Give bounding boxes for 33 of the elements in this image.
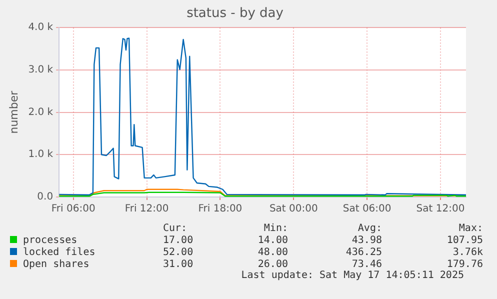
text: 436.25 [344, 246, 382, 258]
x-tick-label: Fri 18:00 [198, 204, 242, 215]
x-tick-label: Fri 12:00 [124, 204, 169, 215]
y-tick-label: 1.0 k [28, 149, 54, 160]
legend-label: processes [22, 234, 78, 246]
text: 43.98 [350, 234, 382, 246]
x-tick-label: Sat 06:00 [342, 204, 392, 215]
text: Cur: [163, 222, 188, 234]
x-tick-label: Sat 12:00 [416, 204, 465, 215]
legend-label: locked files [22, 246, 96, 258]
y-tick-label: 3.0 k [28, 64, 54, 76]
y-tick-label: 2.0 k [28, 106, 54, 118]
text: 31.00 [163, 258, 194, 270]
text: Max: [458, 222, 483, 234]
x-tick-label: Fri 06:00 [51, 204, 96, 215]
y-tick-label: 0.0 [37, 192, 54, 203]
chart-title: status - by day [186, 6, 284, 22]
x-tick-label: Sat 00:00 [269, 204, 318, 215]
text: 179.76 [446, 258, 483, 270]
y-axis-title: number [7, 90, 20, 134]
text: 52.00 [163, 246, 194, 258]
text: Avg: [356, 222, 382, 234]
text: 14.00 [256, 234, 288, 246]
y-tick-label: 4.0 k [28, 22, 54, 34]
text: 107.95 [446, 234, 483, 246]
text: 26.00 [256, 258, 288, 270]
text: Last update: Sat May 17 14:05:11 2025 [241, 270, 464, 281]
legend-label: Open shares [22, 258, 90, 270]
text: 17.00 [163, 234, 194, 246]
text: 3.76k [452, 246, 483, 258]
text: 48.00 [256, 246, 288, 258]
text: 73.46 [350, 258, 382, 270]
text: Min: [262, 222, 288, 234]
